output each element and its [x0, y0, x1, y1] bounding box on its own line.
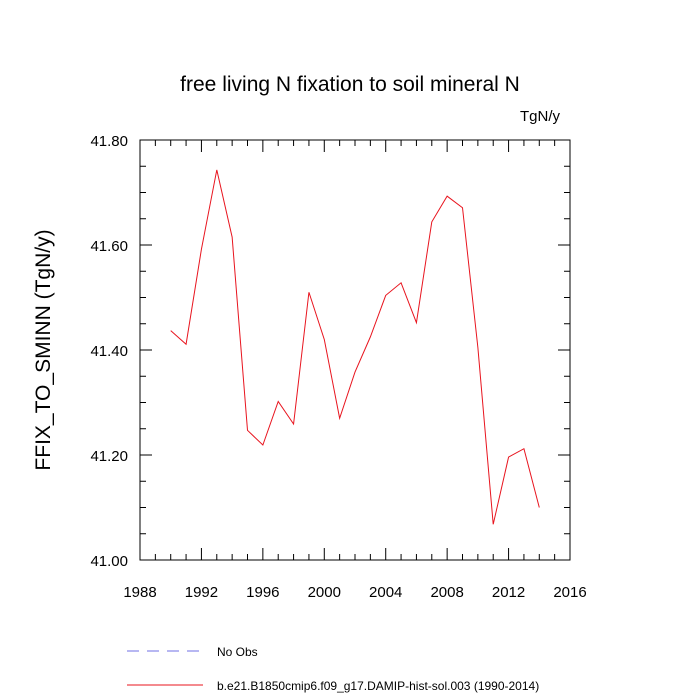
legend: No Obs b.e21.B1850cmip6.f09_g17.DAMIP-his…: [127, 645, 539, 693]
y-tick-label: 41.40: [90, 343, 128, 360]
y-tick-label: 41.00: [90, 553, 128, 570]
legend-label: b.e21.B1850cmip6.f09_g17.DAMIP-hist-sol.…: [217, 679, 539, 693]
plot-frame: [139, 139, 571, 561]
legend-label: No Obs: [217, 645, 258, 659]
x-tick-label: 2000: [308, 584, 341, 601]
series-line: [170, 169, 540, 525]
x-tick-label: 1988: [123, 584, 156, 601]
x-tick-label: 2004: [369, 584, 402, 601]
y-tick-label: 41.60: [90, 238, 128, 255]
units-label: TgN/y: [520, 108, 561, 125]
x-tick-label: 2012: [492, 584, 525, 601]
chart-title: free living N fixation to soil mineral N: [180, 73, 520, 96]
x-tick-label: 2008: [430, 584, 463, 601]
x-tick-label: 1996: [246, 584, 279, 601]
x-tick-label: 2016: [553, 584, 586, 601]
y-axis-label: FFIX_TO_SMINN (TgN/y): [32, 229, 55, 470]
x-tick-label: 1992: [185, 584, 218, 601]
y-tick-label: 41.80: [90, 133, 128, 150]
y-tick-label: 41.20: [90, 448, 128, 465]
